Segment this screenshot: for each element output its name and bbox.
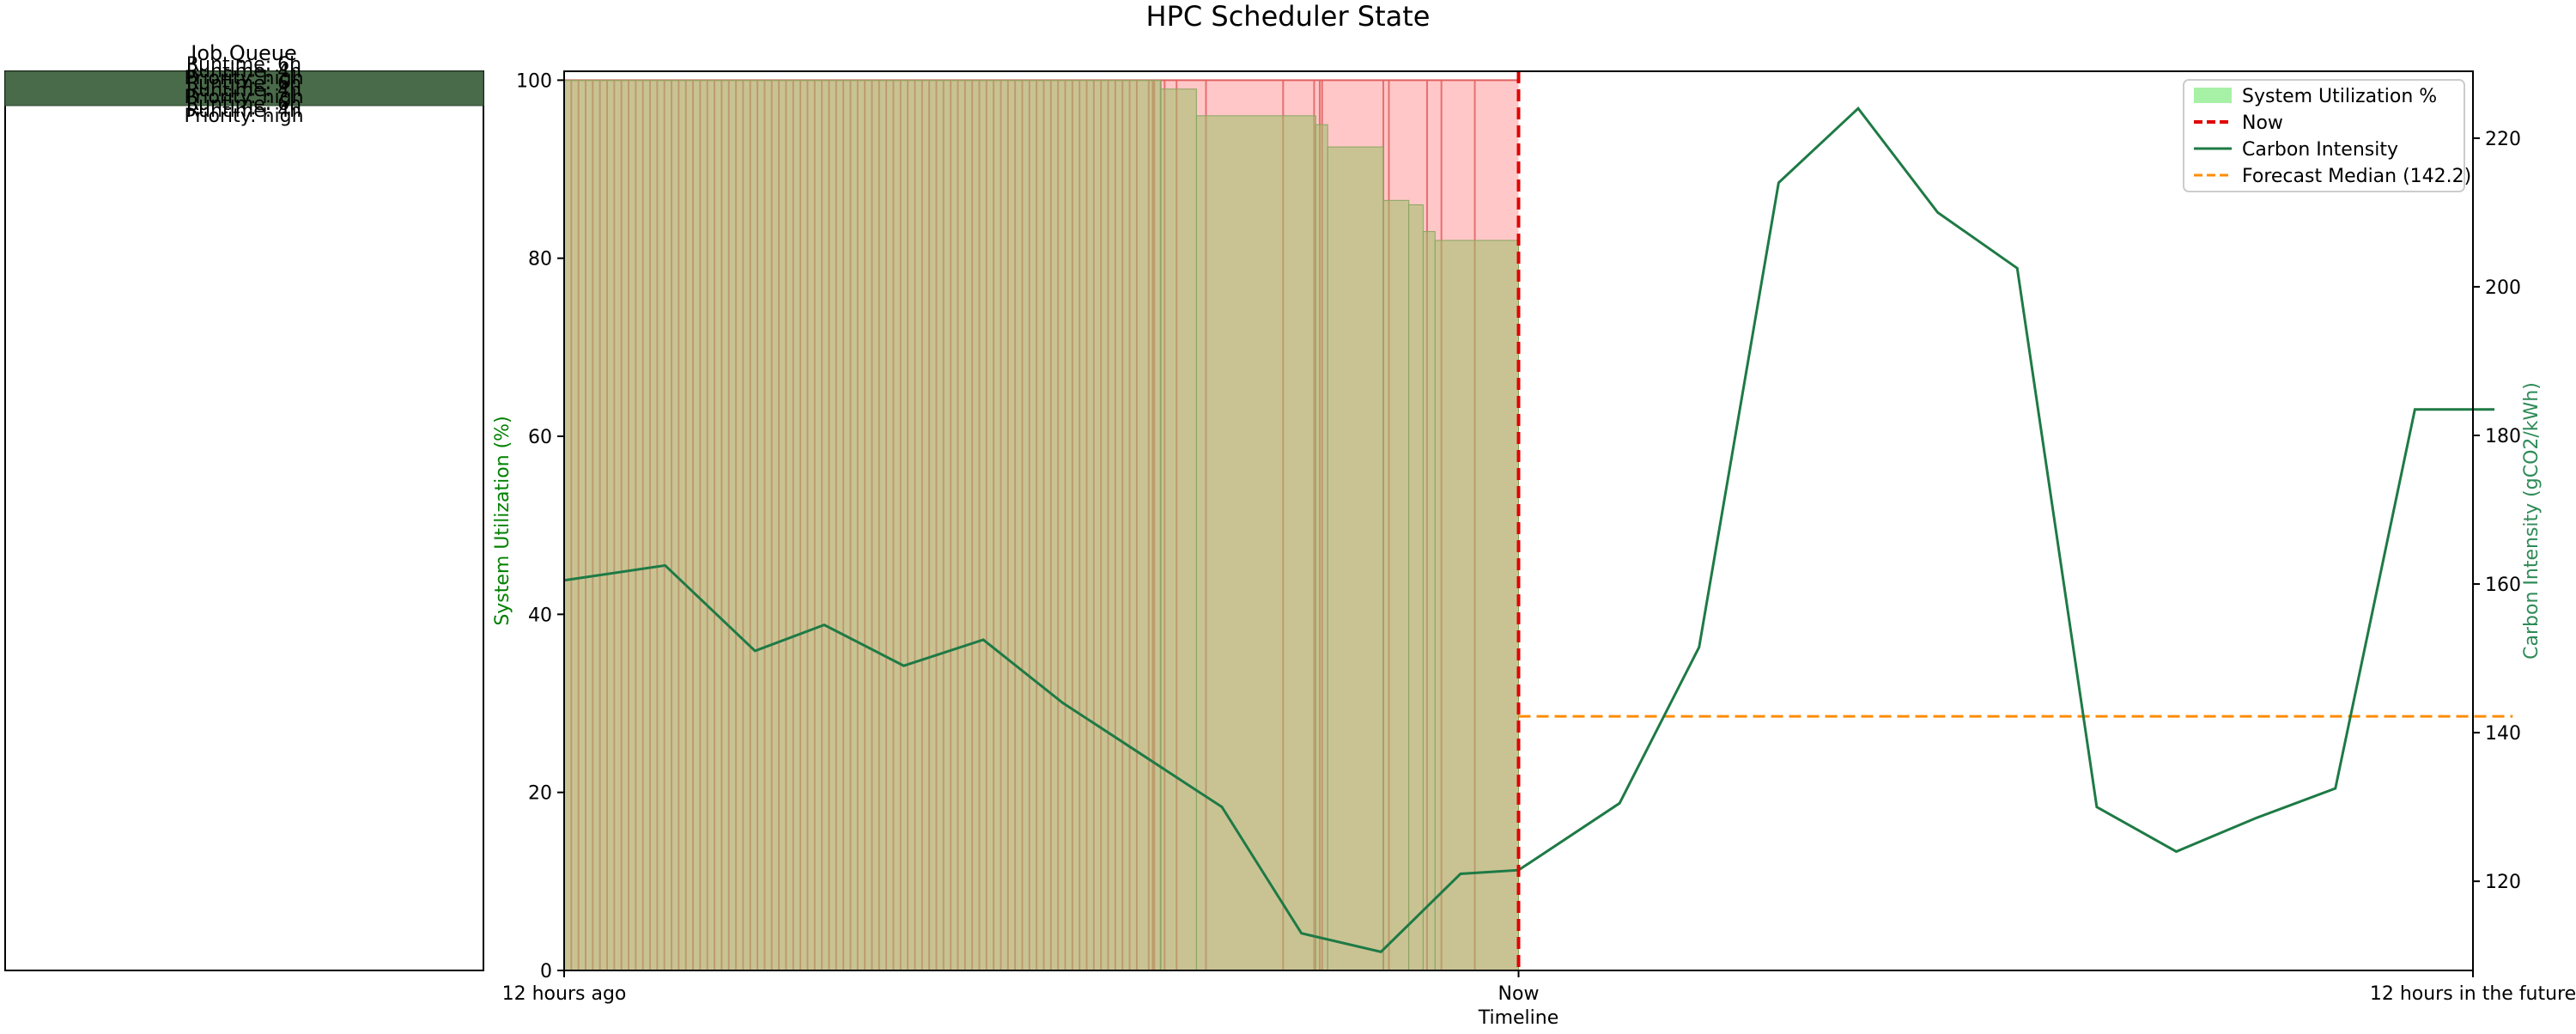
utilization-step [1160,88,1197,971]
utilization-step [1434,240,1520,971]
left-y-axis: 0 20 40 60 80 100 System Utilization (%) [492,70,564,982]
legend-entry-label: System Utilization % [2242,86,2437,107]
right-y-tick-label: 120 [2485,872,2521,893]
queue-job-label: Runtime: 4h [186,100,301,122]
queue-job-label: Priority: high [184,68,303,89]
legend-box [2183,79,2465,192]
utilization-series [563,79,1520,971]
queue-job-label: Runtime: 6h [186,73,301,94]
left-y-axis-label: System Utilization (%) [492,416,513,625]
left-y-tick-label: 80 [528,249,552,271]
left-y-tick-label: 60 [528,427,552,448]
utilization-step [1315,124,1328,971]
queue-job-label: Priority: high [184,87,303,108]
left-y-tick-label: 40 [528,605,552,626]
queue-panel-frame [4,70,484,971]
queue-job-label: Runtime: 6h [186,54,301,76]
utilization-step [563,79,1162,971]
queue-job-label: Runtime: 6h [186,94,301,115]
queue-job-label: Priority: high [184,106,303,127]
x-axis: 12 hours ago Now 12 hours in the future Tim… [502,970,2576,1029]
x-tick-label: 12 hours in the future [2370,983,2576,1005]
utilization-step [1195,115,1316,971]
chart-title: HPC Scheduler State [1146,0,1431,33]
utilization-step [1327,146,1384,971]
left-y-tick-label: 20 [528,783,552,805]
queue-job-label: Runtime: 4h [186,80,301,101]
utilization-step [1408,204,1424,971]
left-y-tick-label: 0 [540,961,552,982]
utilization-step [1382,199,1410,971]
queue-job-block [4,70,484,106]
right-y-axis: 120 140 160 180 200 220 Carbon Intensity (gCO2… [2473,129,2543,893]
left-y-tick-label: 100 [516,70,552,92]
right-y-tick-label: 140 [2485,723,2521,745]
right-y-tick-label: 160 [2485,575,2521,596]
legend-entry-label: Now [2242,113,2283,134]
right-y-tick-label: 180 [2485,426,2521,447]
queue-job-label: Runtime: 4h [186,61,301,82]
main-plot: 0 20 40 60 80 100 System Utilization (%) 120 140… [492,70,2576,1029]
right-y-tick-label: 200 [2485,277,2521,299]
x-axis-label: Timeline [1478,1007,1559,1029]
legend-swatch-utilization [2194,88,2232,103]
right-y-tick-label: 220 [2485,129,2521,150]
x-tick-label: Now [1498,983,1540,1005]
utilization-step [1422,231,1436,971]
queue-panel-title: Job Queue [189,41,296,65]
legend: System Utilization % Now Carbon Intensity F… [2183,79,2471,192]
x-tick-label: 12 hours ago [502,983,627,1005]
right-y-axis-label: Carbon Intensity (gCO2/kWh) [2521,382,2543,660]
legend-entry-label: Forecast Median (142.2) [2242,166,2471,187]
legend-entry-label: Carbon Intensity [2242,139,2398,161]
